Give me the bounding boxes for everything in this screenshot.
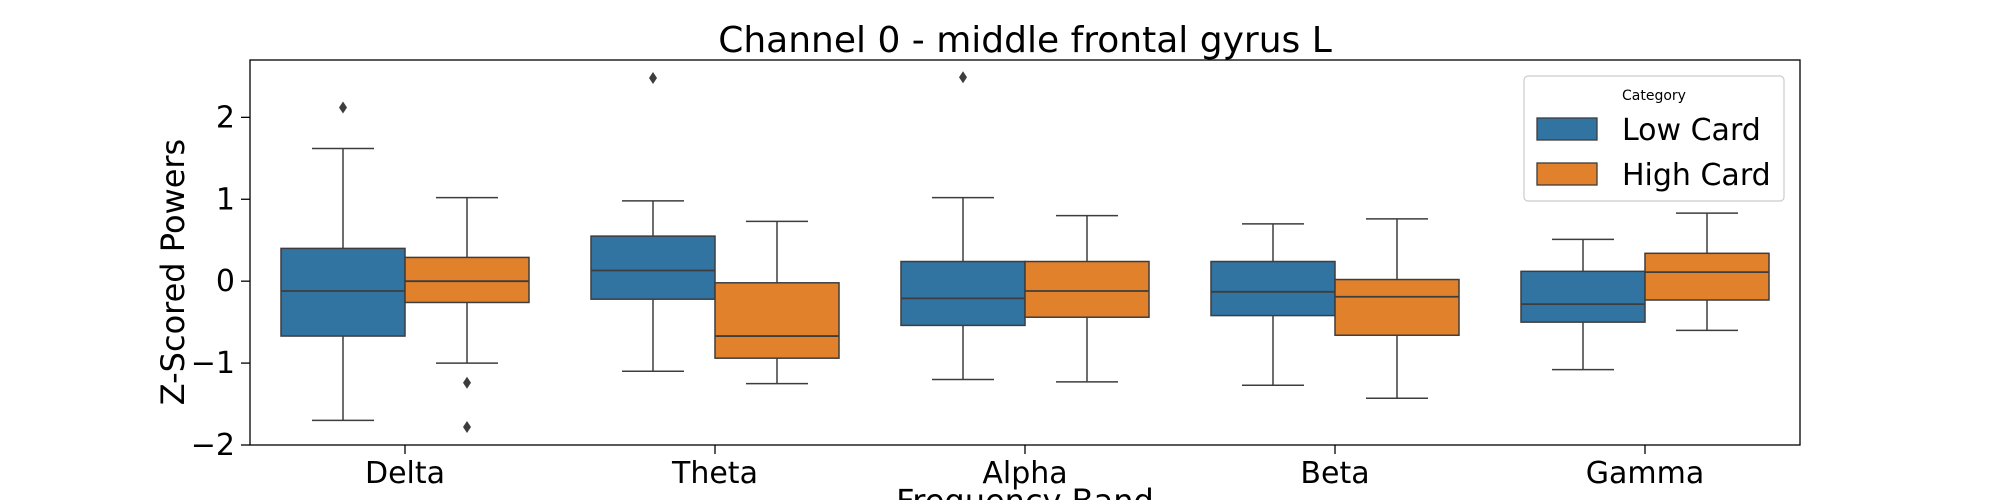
legend-label-high-card: High Card (1622, 158, 1771, 193)
box-iqr (1210, 260, 1336, 317)
y-axis-label: Z-Scored Powers (154, 139, 192, 405)
box-iqr (900, 260, 1026, 327)
box-low-card-theta (590, 72, 716, 373)
legend-label-low-card: Low Card (1622, 113, 1761, 148)
x-axis-label: Frequency Band (896, 482, 1154, 500)
y-axis-ticks: 2 1 0 −1 −2 (191, 100, 250, 463)
box-low-card-gamma (1520, 238, 1646, 371)
box-high-card-alpha (1024, 214, 1150, 383)
outlier-point (339, 101, 347, 114)
box-groups (280, 71, 1770, 433)
box-iqr (1644, 252, 1770, 301)
x-tick-label: Alpha (982, 456, 1067, 491)
legend: Category Low Card High Card (1523, 75, 1785, 202)
box-low-card-alpha (900, 71, 1026, 381)
box-iqr (1520, 270, 1646, 323)
box-high-card-theta (714, 220, 840, 385)
plot-area-frame (249, 59, 1801, 446)
x-tick-label: Delta (365, 456, 445, 491)
box-high-card-gamma (1644, 212, 1770, 332)
y-tick-label: −1 (191, 346, 235, 381)
outlier-point (649, 72, 657, 85)
y-tick-label: 0 (216, 264, 235, 299)
chart-title: Channel 0 - middle frontal gyrus L (718, 20, 1332, 61)
box-iqr (590, 235, 716, 300)
outlier-point (463, 420, 471, 433)
y-tick-label: 2 (216, 100, 235, 135)
box-iqr (1334, 278, 1460, 336)
box-low-card-beta (1210, 223, 1336, 386)
y-tick-label: 1 (216, 182, 235, 217)
x-axis-ticks: Delta Theta Alpha Beta Gamma (365, 445, 1704, 491)
legend-title: Category (1622, 88, 1686, 104)
box-high-card-beta (1334, 218, 1460, 400)
outlier-point (463, 376, 471, 389)
box-iqr (1024, 260, 1150, 318)
box-low-card-delta (280, 101, 406, 422)
legend-swatch-high-card (1536, 162, 1598, 186)
x-tick-label: Theta (671, 456, 758, 491)
box-high-card-delta (404, 196, 530, 433)
x-tick-label: Gamma (1586, 456, 1704, 491)
legend-swatch-low-card (1536, 117, 1598, 141)
box-iqr (280, 247, 406, 337)
x-tick-label: Beta (1300, 456, 1369, 491)
y-tick-label: −2 (191, 428, 235, 463)
box-iqr (404, 256, 530, 304)
outlier-point (959, 71, 967, 84)
box-iqr (714, 282, 840, 359)
